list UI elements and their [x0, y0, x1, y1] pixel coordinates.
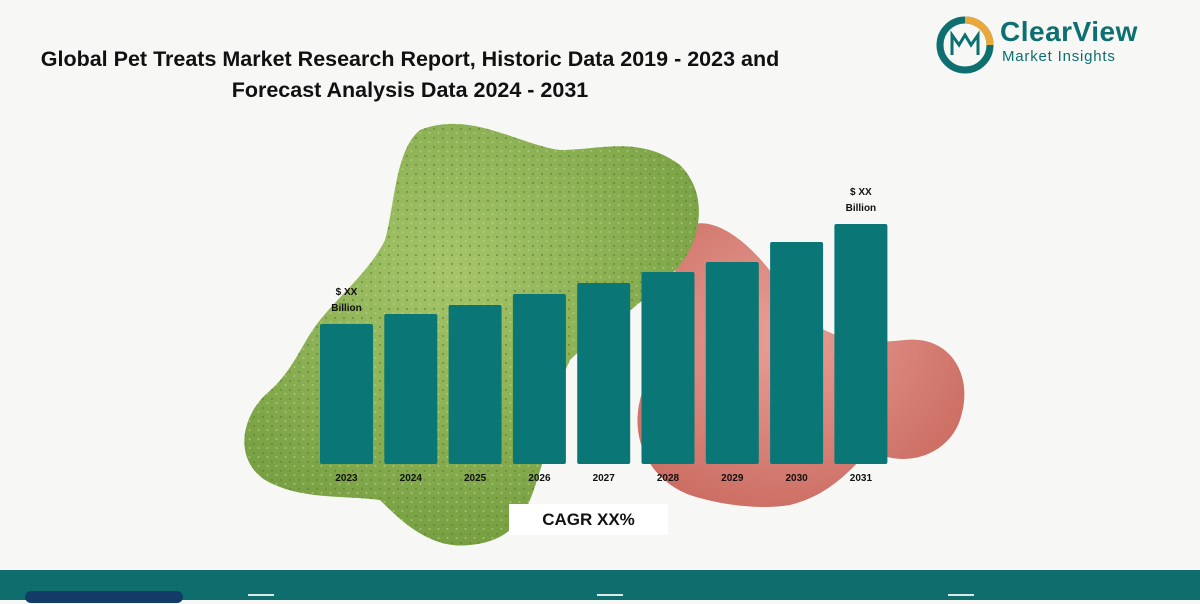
bar-2023: [320, 324, 373, 464]
footer-contact-pill[interactable]: [25, 591, 183, 603]
footer-bar: [0, 570, 1200, 603]
x-tick-label-2023: 2023: [335, 473, 358, 484]
bar-2029: [705, 262, 759, 464]
bar-2031: [834, 224, 888, 464]
bar-2027: [577, 283, 631, 464]
clearview-logo-icon: [936, 16, 994, 74]
bar-2025: [448, 305, 502, 464]
x-tick-label-2030: 2030: [785, 473, 808, 484]
data-label-2031-0: $ XX: [850, 187, 872, 198]
globe-icon: [248, 594, 274, 604]
x-tick-label-2025: 2025: [464, 473, 487, 484]
x-tick-label-2029: 2029: [721, 473, 744, 484]
mail-icon: [597, 594, 623, 604]
report-title: Global Pet Treats Market Research Report…: [40, 47, 780, 102]
bar-2028: [641, 272, 695, 464]
x-tick-label-2031: 2031: [850, 473, 873, 484]
data-label-2023-1: Billion: [331, 303, 362, 314]
x-tick-label-2028: 2028: [657, 473, 680, 484]
phone-icon: [948, 594, 974, 604]
bar-2026: [512, 294, 566, 464]
logo-subtitle: Market Insights: [1002, 48, 1116, 65]
data-label-2031-1: Billion: [846, 203, 877, 214]
bar-2030: [770, 242, 824, 464]
x-tick-label-2024: 2024: [400, 473, 423, 484]
x-tick-label-2027: 2027: [593, 473, 616, 484]
cagr-label: CAGR XX%: [509, 504, 668, 535]
bar-2024: [384, 314, 438, 464]
x-tick-label-2026: 2026: [528, 473, 551, 484]
data-label-2023-0: $ XX: [336, 287, 358, 298]
logo-name: ClearView: [1000, 16, 1138, 47]
